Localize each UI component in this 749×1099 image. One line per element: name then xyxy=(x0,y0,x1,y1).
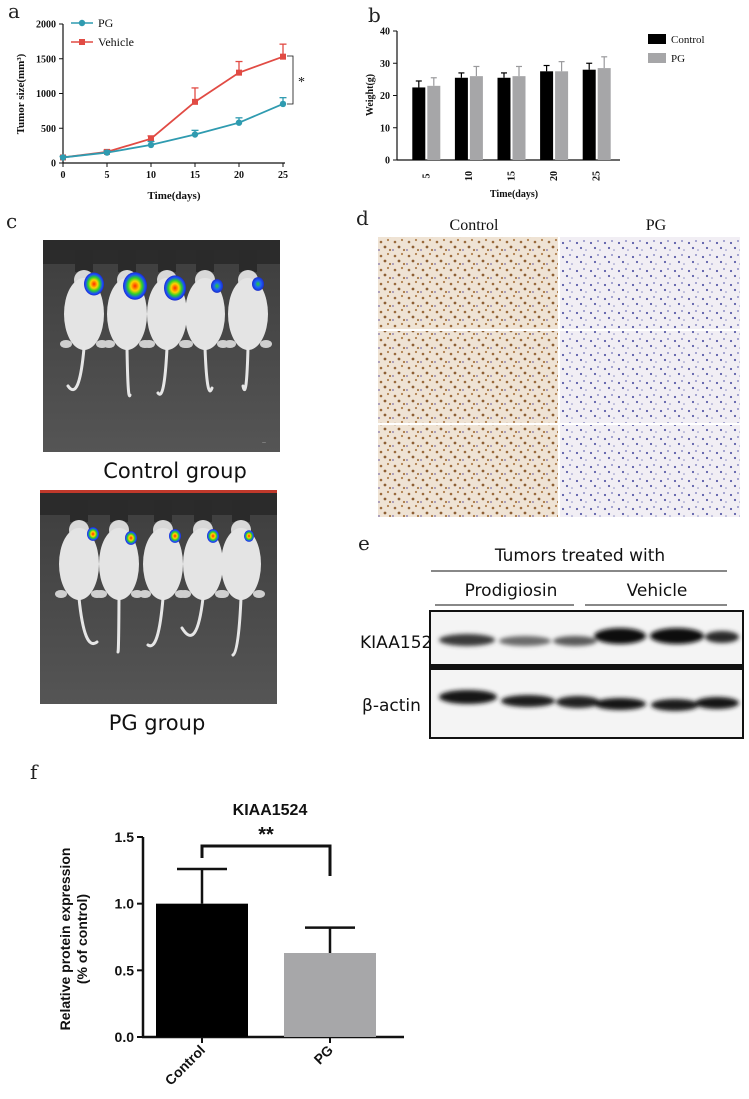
chart-f-y-ticks: 0.0 0.5 1.0 1.5 xyxy=(115,829,143,1045)
bar-control xyxy=(156,904,248,1037)
chart-f-significance-label: ** xyxy=(258,824,274,846)
chart-f-title: KIAA1524 xyxy=(233,802,308,819)
bar-pg xyxy=(284,953,376,1037)
chart-f-xtick-label: PG xyxy=(310,1042,336,1068)
chart-f-bars xyxy=(156,869,376,1037)
chart-f-y-label-2: (% of control) xyxy=(74,894,90,984)
chart-f-ytick-label: 1.5 xyxy=(115,829,135,845)
chart-f-ytick-label: 0.0 xyxy=(115,1029,135,1045)
chart-f-x-ticks: Control PG xyxy=(162,1037,337,1088)
chart-f-ytick-label: 0.5 xyxy=(115,962,135,978)
chart-f-ytick-label: 1.0 xyxy=(115,896,135,912)
chart-f-xtick-label: Control xyxy=(162,1042,209,1089)
chart-f-y-label-1: Relative protein expression xyxy=(57,848,73,1031)
